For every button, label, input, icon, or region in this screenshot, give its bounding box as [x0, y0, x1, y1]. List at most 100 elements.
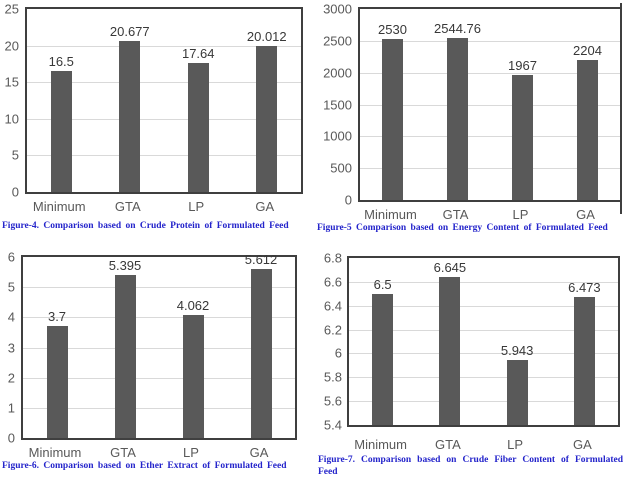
figure-6-ether-extract-chart: 0 1 2 3 4 5 6 3.7 5.395 4.062 5.612 Minimum GTA LP G… [0, 240, 315, 479]
table-border-line [620, 3, 622, 214]
x-category-label: GTA [434, 437, 461, 452]
bar-gta [119, 40, 141, 192]
bar-lp [506, 360, 528, 425]
x-category-label: Minimum [364, 207, 417, 222]
bar-lp [512, 74, 533, 200]
figure-4-crude-protein-chart: 0 5 10 15 20 25 16.5 20.677 17.64 20.012 Minimum… [0, 0, 315, 240]
bar-value-label: 17.64 [181, 45, 215, 61]
bar-minimum [46, 326, 68, 438]
bar-value-label: 2530 [378, 21, 407, 37]
y-tick-label: 2000 [323, 65, 352, 81]
x-axis: Minimum GTA LP GA [21, 445, 297, 461]
plot-area: 3.7 5.395 4.062 5.612 [21, 251, 297, 440]
figure-caption: Figure-6. Comparison based on Ether Extr… [2, 461, 287, 471]
bar-ga [250, 268, 272, 438]
y-tick-label: 6 [334, 345, 342, 361]
y-tick-label: 25 [4, 1, 19, 17]
gridline [360, 40, 620, 42]
bar-value-label: 4.062 [176, 298, 210, 314]
bar-gta [439, 276, 461, 425]
y-tick-label: 500 [330, 160, 352, 176]
bar-value-label: 16.5 [48, 54, 74, 70]
x-category-label: GTA [114, 199, 141, 214]
gridline [23, 347, 295, 349]
x-category-label: Minimum [28, 445, 82, 460]
y-tick-label: 2500 [323, 33, 352, 49]
bar-ga [577, 59, 598, 200]
gridline [23, 317, 295, 319]
bar-value-label: 5.395 [108, 258, 142, 274]
x-category-label: GA [572, 437, 592, 452]
plot-area: 2530 2544.76 1967 2204 [358, 7, 620, 202]
gridline [360, 72, 620, 74]
bar-minimum [372, 293, 394, 425]
y-tick-label: 1 [7, 400, 15, 416]
plot-area: 16.5 20.677 17.64 20.012 [25, 7, 303, 194]
y-tick-label: 3000 [323, 1, 352, 17]
x-category-label: LP [183, 445, 199, 460]
y-tick-label: 0 [11, 184, 19, 200]
x-category-label: GTA [110, 445, 136, 460]
y-tick-label: 20 [4, 38, 19, 54]
y-tick-label: 6.8 [323, 250, 342, 266]
bar-lp [182, 315, 204, 438]
bar-value-label: 5.943 [500, 343, 534, 359]
x-axis: Minimum GTA LP GA [358, 207, 620, 223]
gridline [23, 407, 295, 409]
bar-value-label: 6.5 [373, 276, 392, 292]
bar-value-label: 6.645 [433, 259, 467, 275]
figure-caption: Figure-5 Comparison based on Energy Cont… [317, 223, 608, 233]
gridline [23, 377, 295, 379]
bar-value-label: 20.012 [246, 28, 287, 44]
bar-value-label: 20.677 [109, 23, 150, 39]
y-tick-label: 6.4 [323, 298, 342, 314]
x-category-label: LP [507, 437, 524, 452]
y-tick-label: 5 [7, 279, 15, 295]
y-tick-label: 0 [7, 430, 15, 446]
bar-lp [187, 62, 209, 192]
y-axis: 0 500 1000 1500 2000 2500 3000 [315, 2, 352, 208]
y-tick-label: 2 [7, 370, 15, 386]
y-tick-label: 1000 [323, 128, 352, 144]
figure-caption: Figure-4. Comparison based on Crude Prot… [2, 221, 289, 231]
x-axis: Minimum GTA LP GA [347, 437, 620, 453]
gridline [360, 168, 620, 170]
y-tick-label: 3 [7, 340, 15, 355]
y-axis: 5.4 5.6 5.8 6 6.2 6.4 6.6 6.8 [315, 251, 342, 433]
y-tick-label: 5.4 [323, 417, 342, 433]
bar-value-label: 2544.76 [434, 20, 481, 36]
bar-gta [114, 275, 136, 438]
bar-ga [573, 297, 595, 425]
bar-minimum [50, 71, 72, 192]
bar-value-label: 3.7 [47, 309, 67, 325]
gridline [349, 401, 618, 403]
figure-5-energy-content-chart: 0 500 1000 1500 2000 2500 3000 2530 2544.76 1967… [315, 0, 631, 240]
y-tick-label: 6 [7, 249, 15, 265]
x-category-label: GA [249, 445, 269, 460]
y-tick-label: 10 [4, 111, 19, 127]
y-tick-label: 5 [11, 147, 19, 163]
gridline [27, 45, 301, 47]
y-tick-label: 4 [7, 309, 15, 325]
x-category-label: LP [188, 199, 205, 214]
figure-caption: Figure-7. Comparison based on Crude Fibe… [318, 455, 623, 477]
y-axis: 0 5 10 15 20 25 [0, 2, 19, 200]
y-tick-label: 0 [344, 192, 352, 208]
gridline [349, 281, 618, 283]
bar-value-label: 5.612 [244, 251, 278, 267]
bar-value-label: 2204 [573, 42, 602, 58]
y-axis: 0 1 2 3 4 5 6 [0, 250, 15, 446]
gridline [349, 377, 618, 379]
gridline [27, 118, 301, 120]
gridline [360, 104, 620, 106]
bar-ga [256, 45, 278, 192]
gridline [27, 82, 301, 84]
bar-value-label: 1967 [508, 57, 537, 73]
y-tick-label: 6.6 [323, 274, 342, 290]
x-category-label: GA [255, 199, 275, 214]
y-tick-label: 5.6 [323, 393, 342, 409]
y-tick-label: 6.2 [323, 322, 342, 338]
x-category-label: LP [512, 207, 529, 222]
x-category-label: GA [576, 207, 595, 222]
